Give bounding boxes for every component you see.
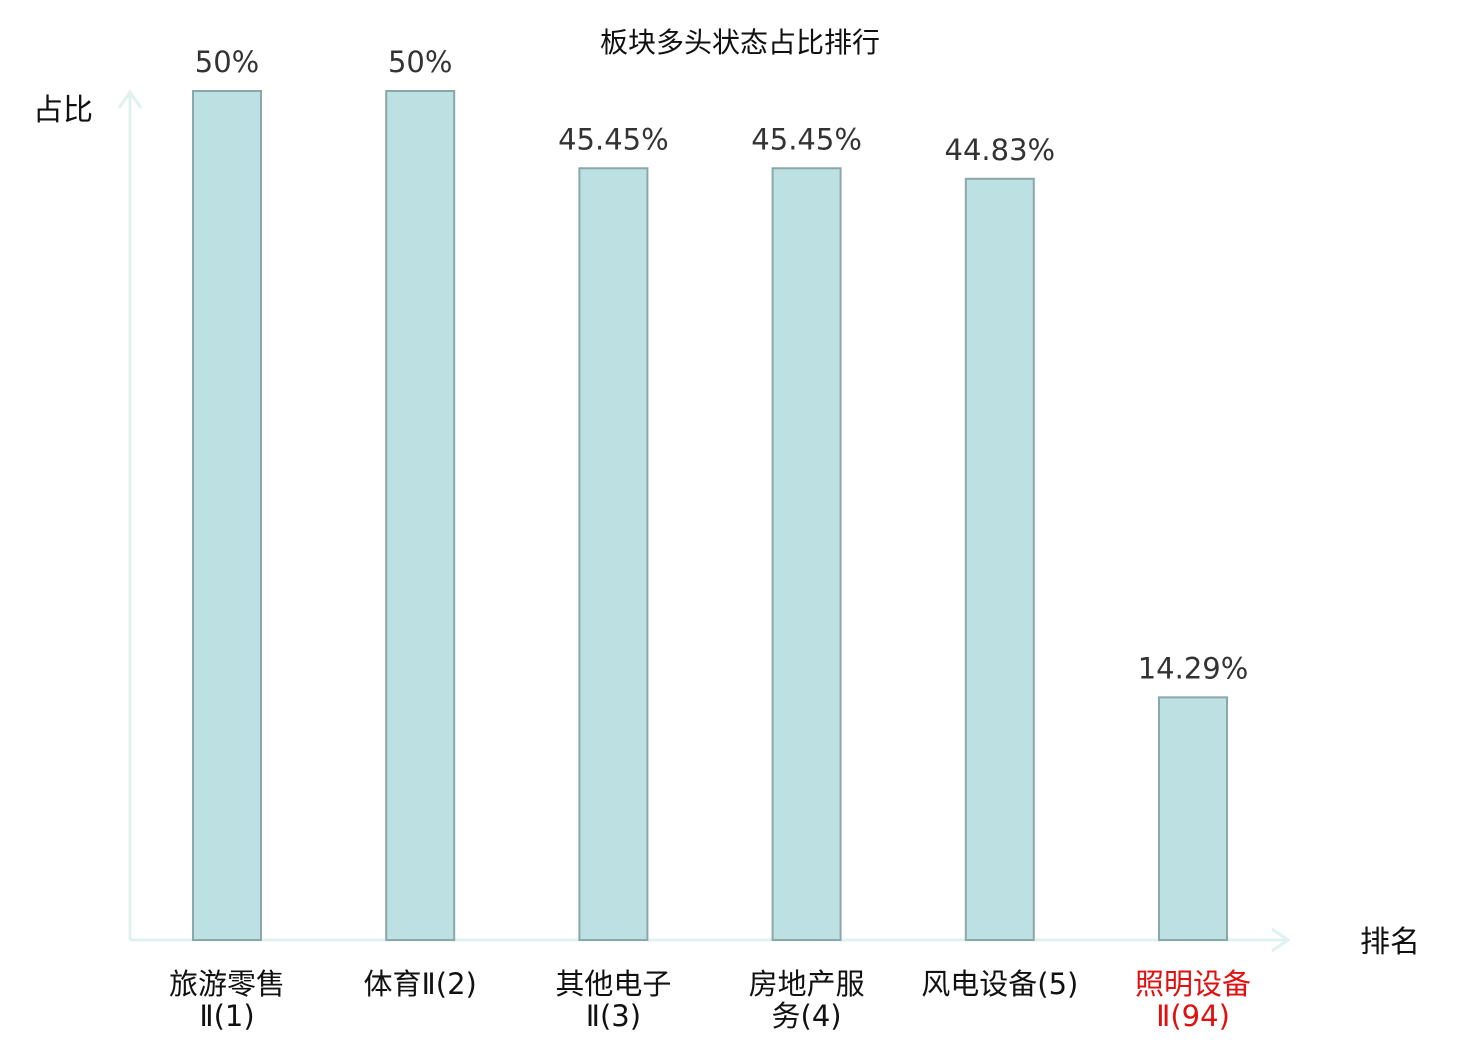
value-label-6: 14.29% xyxy=(1138,651,1249,685)
value-label-3: 45.45% xyxy=(558,122,669,156)
bar-1 xyxy=(192,90,262,941)
bar-3 xyxy=(578,167,649,942)
category-label-1: 旅游零售 Ⅱ(1) xyxy=(169,967,285,1033)
category-label-5: 风电设备(5) xyxy=(921,967,1078,1001)
category-label-6: 照明设备 Ⅱ(94) xyxy=(1135,967,1251,1033)
x-axis-label: 排名 xyxy=(1360,925,1420,960)
category-label-2: 体育Ⅱ(2) xyxy=(364,967,477,1001)
y-axis-arrow-icon xyxy=(117,89,143,109)
value-label-1: 50% xyxy=(195,45,259,79)
category-labels: 旅游零售 Ⅱ(1) 体育Ⅱ(2) 其他电子 Ⅱ(3) 房地产服务(4) 风电设备(5) 照明设… xyxy=(169,967,1251,1033)
value-labels: 50% 50% 45.45% 45.45% 44.83% 14.29% xyxy=(195,45,1249,685)
chart-title: 板块多头状态占比排行 xyxy=(600,26,880,59)
y-axis-label: 占比 xyxy=(33,93,93,128)
category-label-4: 房地产服务(4) xyxy=(749,967,865,1033)
category-label-3: 其他电子 Ⅱ(3) xyxy=(555,967,671,1033)
bar-6 xyxy=(1158,696,1228,941)
bar-5 xyxy=(964,177,1035,941)
axes xyxy=(117,89,1291,953)
value-label-2: 50% xyxy=(388,45,452,79)
bars xyxy=(192,90,1228,942)
value-label-5: 44.83% xyxy=(945,133,1056,167)
bar-2 xyxy=(385,90,456,941)
bar-4 xyxy=(771,167,842,942)
x-axis-arrow-icon xyxy=(1271,927,1291,953)
value-label-4: 45.45% xyxy=(751,122,862,156)
